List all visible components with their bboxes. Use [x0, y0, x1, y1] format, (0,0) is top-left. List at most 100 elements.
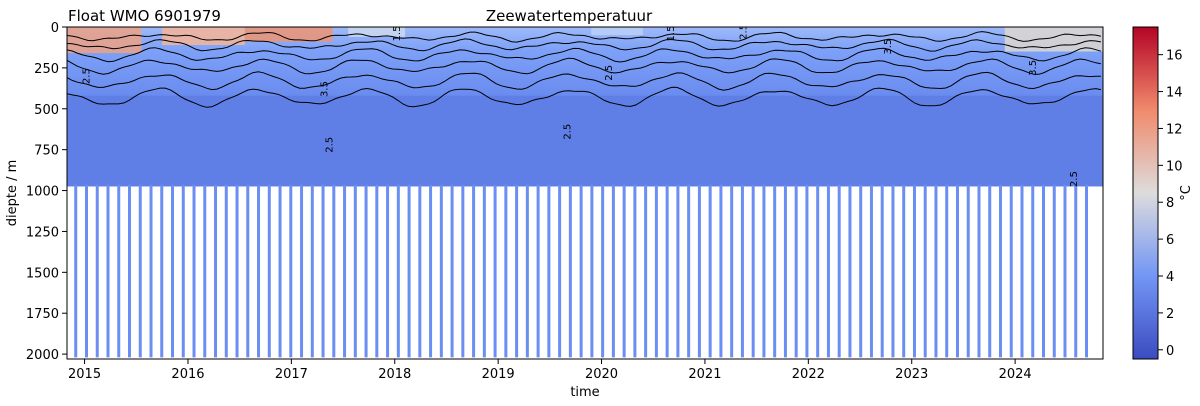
colorbar-tick-label: 10 — [1166, 159, 1183, 174]
profile-stripe — [192, 184, 196, 358]
profile-stripe — [235, 184, 239, 358]
contour-label: 3.5 — [1028, 60, 1039, 76]
contour-label: 2.5 — [738, 24, 749, 40]
profile-stripe — [160, 184, 164, 358]
profile-stripe — [1020, 184, 1024, 358]
profile-stripe — [934, 184, 938, 358]
contour-line — [67, 71, 1101, 91]
profile-stripe — [687, 184, 691, 358]
warm-patch — [162, 27, 245, 45]
chart-subtitle: Float WMO 6901979 — [68, 7, 221, 25]
x-tick-label: 2019 — [482, 367, 515, 382]
y-tick-label: 500 — [34, 103, 59, 118]
colorbar-ticks: 0 2 4 6 8 10 12 14 16 — [1158, 49, 1183, 359]
profile-stripe — [923, 184, 927, 358]
profile-stripe — [740, 184, 744, 358]
plot-frame — [66, 26, 1104, 360]
y-axis-label: diepte / m — [5, 160, 20, 227]
profile-stripe — [74, 184, 78, 358]
x-tick-label: 2022 — [792, 367, 825, 382]
y-tick-label: 1750 — [26, 307, 59, 322]
profile-stripe — [547, 184, 551, 358]
profile-stripe — [418, 184, 422, 358]
colorbar-tick-label: 0 — [1166, 344, 1174, 359]
profile-stripe — [84, 184, 88, 358]
plot-area: 2.5 3.5 1.5 2.5 2.5 2.5 1.5 2.5 3.5 3.5 2.5 — [67, 24, 1103, 359]
colorbar-tick-label: 8 — [1166, 196, 1174, 211]
profile-stripe — [859, 184, 863, 358]
profile-stripe — [805, 184, 809, 358]
profile-stripe — [450, 184, 454, 358]
contour-label: 1.5 — [392, 26, 403, 42]
x-tick-label: 2024 — [999, 367, 1032, 382]
profile-stripe — [719, 184, 723, 358]
contour-label: 2.5 — [325, 137, 336, 153]
contour-lines — [67, 31, 1102, 108]
y-tick-label: 750 — [34, 144, 59, 159]
x-tick-label: 2016 — [171, 367, 204, 382]
profile-stripe — [439, 184, 443, 358]
profile-stripe — [697, 184, 701, 358]
x-tick-label: 2020 — [585, 367, 618, 382]
profile-stripe — [1085, 184, 1089, 358]
contour-line — [67, 31, 1102, 43]
colorbar-gradient — [1132, 26, 1159, 360]
profile-stripe — [676, 184, 680, 358]
profile-stripe — [257, 184, 261, 358]
colorbar-label: °C — [1179, 185, 1194, 201]
profile-stripe — [590, 184, 594, 358]
colorbar-tick-label: 14 — [1166, 86, 1183, 101]
profile-stripe — [300, 184, 304, 358]
profile-stripe — [278, 184, 282, 358]
profile-stripe — [267, 184, 271, 358]
profile-stripes — [74, 184, 1089, 358]
profile-stripe — [1031, 184, 1035, 358]
profile-stripe — [762, 184, 766, 358]
x-axis-label: time — [570, 385, 599, 400]
warm-patch — [591, 27, 643, 36]
profile-stripe — [482, 184, 486, 358]
x-tick-label: 2018 — [378, 367, 411, 382]
profile-stripe — [461, 184, 465, 358]
profile-stripe — [826, 184, 830, 358]
profile-stripe — [955, 184, 959, 358]
profile-stripe — [128, 184, 132, 358]
profile-stripe — [966, 184, 970, 358]
warm-patch — [348, 27, 406, 37]
profile-stripe — [622, 184, 626, 358]
profile-stripe — [568, 184, 572, 358]
colorbar-tick-label: 16 — [1166, 49, 1183, 64]
profile-stripe — [816, 184, 820, 358]
chart-title: Zeewatertemperatuur — [486, 7, 653, 25]
profile-stripe — [601, 184, 605, 358]
colorbar-tick-label: 2 — [1166, 307, 1174, 322]
profile-stripe — [472, 184, 476, 358]
profile-stripe — [633, 184, 637, 358]
profile-stripe — [1041, 184, 1045, 358]
profile-stripe — [837, 184, 841, 358]
y-tick-label: 1000 — [26, 185, 59, 200]
y-tick-label: 250 — [34, 62, 59, 77]
profile-stripe — [117, 184, 121, 358]
x-axis: 2015 2016 2017 2018 2019 2020 2021 2022 2023 2024 — [68, 359, 1032, 382]
profile-stripe — [493, 184, 497, 358]
profile-stripe — [396, 184, 400, 358]
profile-stripe — [321, 184, 325, 358]
profile-stripe — [289, 184, 293, 358]
contour-line — [67, 57, 1101, 75]
colorbar-tick-label: 6 — [1166, 233, 1174, 248]
profile-stripe — [214, 184, 218, 358]
profile-stripe — [1063, 184, 1067, 358]
contour-label: 3.5 — [883, 39, 894, 55]
profile-stripe — [1009, 184, 1013, 358]
contour-line — [67, 38, 1101, 52]
y-tick-label: 0 — [51, 21, 59, 36]
warm-patch — [244, 27, 333, 42]
profile-stripe — [869, 184, 873, 358]
profile-stripe — [988, 184, 992, 358]
profile-stripe — [794, 184, 798, 358]
contour-line — [67, 47, 1102, 63]
profile-stripe — [386, 184, 390, 358]
profile-stripe — [891, 184, 895, 358]
